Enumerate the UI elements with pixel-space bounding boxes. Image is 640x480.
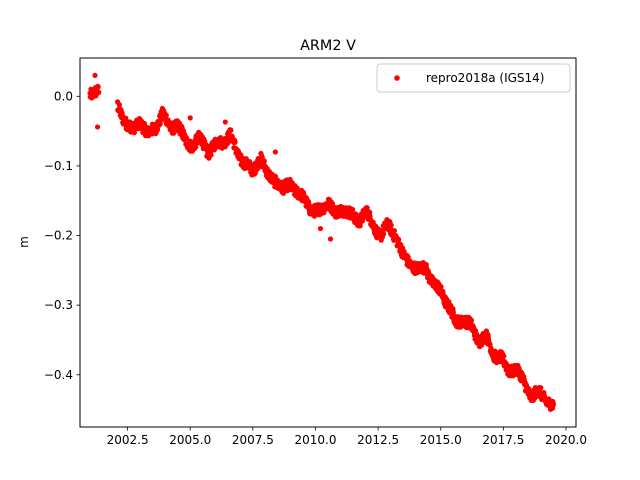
data-point <box>95 84 101 90</box>
data-point-outlier <box>317 225 324 232</box>
data-point-outlier <box>92 72 98 79</box>
legend-marker <box>394 75 400 81</box>
data-point <box>381 231 387 237</box>
legend-box <box>376 63 571 93</box>
data-point-outlier <box>272 149 278 155</box>
data-point <box>311 213 318 219</box>
data-point <box>468 317 474 323</box>
data-point <box>353 211 359 218</box>
y-tick-label: −0.1 <box>44 159 73 173</box>
data-point <box>501 353 507 359</box>
x-tick-label: 2017.5 <box>482 433 524 447</box>
plot-frame <box>79 57 577 428</box>
data-point <box>163 112 169 118</box>
x-tick-label: 2012.5 <box>357 433 399 447</box>
data-point <box>359 218 366 224</box>
data-point <box>203 142 209 148</box>
data-point <box>228 127 234 133</box>
data-point <box>154 126 161 133</box>
data-point <box>350 206 356 213</box>
y-tick-label: −0.4 <box>44 368 73 382</box>
y-tick-label: 0.0 <box>54 89 73 103</box>
data-point <box>116 102 122 108</box>
legend-label: repro2018a (IGS14) <box>426 71 544 85</box>
y-axis-label: m <box>17 236 31 248</box>
x-tick-label: 2020.0 <box>545 433 587 447</box>
data-point <box>208 152 214 158</box>
data-point <box>388 222 394 228</box>
y-tick-label: −0.3 <box>44 298 73 312</box>
x-tick-label: 2005.0 <box>169 433 211 447</box>
data-point <box>157 121 163 127</box>
data-point <box>261 158 267 164</box>
data-point <box>123 115 129 121</box>
data-point <box>193 144 199 150</box>
x-tick-label: 2015.0 <box>420 433 462 447</box>
x-axis: 2002.5 2005.0 2007.5 2010.0 2012.5 2015.0 2017… <box>107 427 587 447</box>
plot-area <box>87 72 557 412</box>
y-axis: 0.0 −0.1 −0.2 −0.3 −0.4 <box>44 89 80 382</box>
data-point-outlier <box>222 119 228 125</box>
data-point <box>550 402 557 408</box>
data-point <box>538 385 544 391</box>
data-point-outlier <box>94 124 101 130</box>
x-tick-label: 2007.5 <box>232 433 274 447</box>
data-point-outlier <box>187 115 193 121</box>
x-tick-label: 2010.0 <box>294 433 336 447</box>
data-points <box>87 72 557 412</box>
data-point <box>364 205 370 211</box>
data-point <box>391 228 398 234</box>
data-point <box>131 130 138 136</box>
data-point-outlier <box>327 236 334 242</box>
x-tick-label: 2002.5 <box>107 433 149 447</box>
chart-title: ARM2 V <box>300 38 356 54</box>
data-point <box>367 209 373 215</box>
data-point <box>438 284 444 290</box>
data-point <box>396 236 402 242</box>
legend: repro2018a (IGS14) <box>376 63 571 93</box>
data-point <box>96 89 102 95</box>
data-point <box>232 139 238 145</box>
y-tick-label: −0.2 <box>44 229 73 243</box>
